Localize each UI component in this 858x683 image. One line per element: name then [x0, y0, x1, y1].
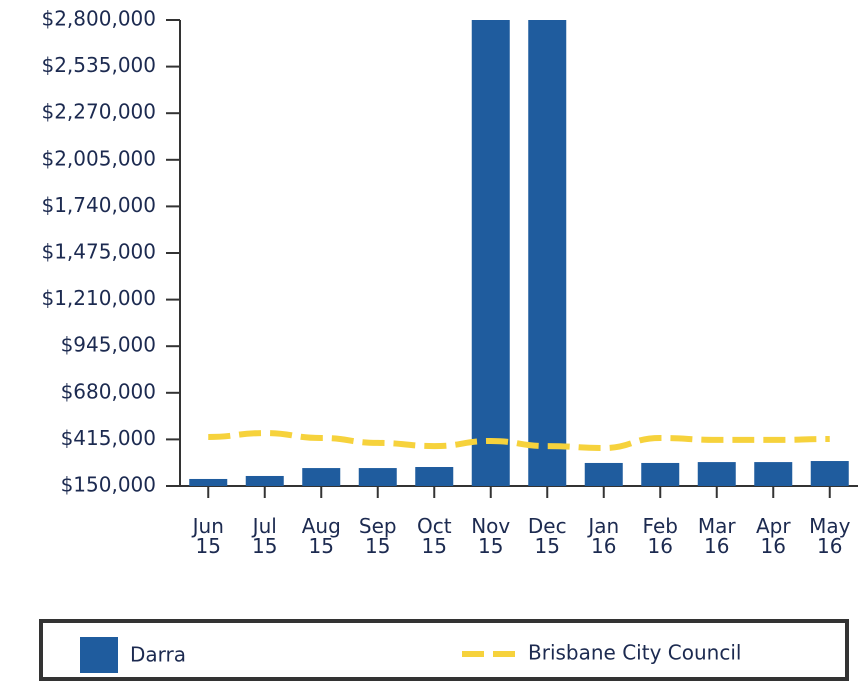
y-tick-label: $1,210,000 [41, 286, 156, 310]
bar [302, 468, 341, 486]
y-tick-label: $945,000 [61, 333, 156, 357]
y-tick-label: $415,000 [61, 426, 156, 450]
x-tick-label: Oct 15 [416, 514, 452, 558]
legend-box [39, 619, 849, 681]
y-tick-label: $680,000 [61, 379, 156, 403]
x-tick-label: Jan 16 [588, 514, 620, 558]
y-tick-label: $2,800,000 [41, 7, 156, 31]
x-tick-label: Sep 15 [358, 514, 397, 558]
y-tick-label: $150,000 [61, 473, 156, 497]
bar [584, 462, 623, 486]
x-tick-label: Dec 15 [527, 514, 567, 558]
bar [810, 461, 849, 486]
bar [189, 478, 228, 486]
y-tick-label: $2,005,000 [41, 146, 156, 170]
bar [245, 475, 284, 486]
bar [415, 467, 454, 486]
bar [697, 462, 736, 486]
bar [528, 20, 567, 486]
bar [754, 462, 793, 486]
bar [358, 468, 397, 486]
bar [471, 20, 510, 486]
x-tick-label: Feb 16 [642, 514, 678, 558]
y-tick-label: $2,270,000 [41, 100, 156, 124]
y-tick-label: $1,475,000 [41, 240, 156, 264]
x-tick-label: Nov 15 [471, 514, 511, 558]
x-tick-label: Mar 16 [697, 514, 736, 558]
x-tick-label: Apr 16 [755, 514, 791, 558]
x-tick-label: Jul 15 [252, 514, 278, 558]
x-tick-label: May 16 [809, 514, 851, 558]
y-tick-label: $1,740,000 [41, 193, 156, 217]
legend-label: Darra [130, 643, 186, 667]
x-tick-label: Aug 15 [301, 514, 341, 558]
legend-label: Brisbane City Council [528, 641, 741, 665]
legend-swatch [80, 637, 118, 673]
y-tick-label: $2,535,000 [41, 53, 156, 77]
bar [641, 462, 680, 486]
x-tick-label: Jun 15 [192, 514, 224, 558]
line [208, 430, 830, 452]
